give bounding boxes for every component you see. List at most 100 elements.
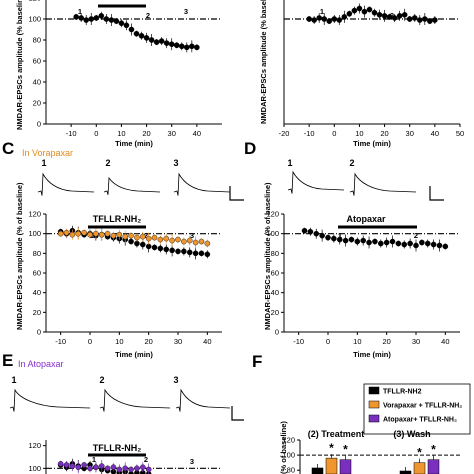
panel-f-significance-star: * <box>417 446 422 460</box>
panel-f-significance-star: * <box>431 443 436 457</box>
panel-d-point <box>336 236 343 243</box>
panel-f-bar <box>339 459 352 474</box>
panel-b-point <box>421 16 428 22</box>
panel-c-point <box>169 237 175 244</box>
panel-c-point <box>204 240 211 247</box>
panel-c-ytick-label: 40 <box>33 288 41 297</box>
panel-f-ytick-label: 100 <box>282 451 295 460</box>
panel-f-legend-box <box>363 383 471 435</box>
panel-f-significance-star: * <box>329 441 334 455</box>
panel-c-point <box>134 240 140 247</box>
panel-f-ytick-label: 120 <box>282 436 295 445</box>
panel-a-point <box>88 16 95 22</box>
panel-c-point <box>192 250 199 257</box>
panel-e-marker-1: 1 <box>92 455 96 464</box>
panel-c-point <box>110 232 117 239</box>
panel-b-point <box>361 8 368 15</box>
panel-e-point <box>145 466 152 473</box>
panel-a-point <box>123 22 130 29</box>
panel-c-point <box>98 231 105 238</box>
panel-a-point <box>118 20 125 27</box>
panel-b-point <box>391 15 398 21</box>
panel-d-xtick-label: -10 <box>293 337 304 346</box>
panel-f-ytick-label: 80 <box>287 466 295 474</box>
panel-d-point <box>419 239 425 246</box>
panel-a-point <box>178 43 185 50</box>
panel-c-point <box>186 237 193 244</box>
panel-a-ytick-label: 0 <box>37 120 41 129</box>
panel-a-point <box>138 33 145 39</box>
panel-e-marker-2: 2 <box>144 455 148 464</box>
panel-a-ytick-label: 20 <box>33 99 41 108</box>
panel-d-point <box>436 242 443 249</box>
panel-d-xtick-label: 30 <box>412 337 420 346</box>
panel-a-ylabel: NMDAR-EPSCs amplitude (% baseline) <box>15 0 24 130</box>
panel-a: NMDAR-EPSCs amplitude (% baseline) 02040… <box>15 0 222 148</box>
panel-b-point <box>432 17 438 23</box>
panel-f-bar <box>427 459 440 474</box>
panel-e-point <box>128 466 134 473</box>
panel-c-point <box>81 229 87 236</box>
panel-c-point <box>145 235 152 242</box>
panel-e-point <box>139 464 146 471</box>
panel-f-bar <box>413 462 426 474</box>
panel-c-trace-3 <box>173 172 231 196</box>
panel-b-point <box>346 10 353 17</box>
panel-c-xlabel: Time (min) <box>115 350 153 359</box>
panel-b-point <box>396 13 403 19</box>
panel-a-xtick-label: 20 <box>142 129 150 138</box>
panel-d-bar-label: Atopaxar <box>346 214 386 224</box>
panel-a-point <box>98 13 105 19</box>
panel-b-xtick-label: 30 <box>406 129 414 138</box>
panel-c-point <box>175 248 181 255</box>
panel-e-traces <box>9 388 231 412</box>
panel-d-ytick-label: 80 <box>271 249 279 258</box>
panel-d-xtick-label: 10 <box>353 337 361 346</box>
panel-d-point <box>430 241 437 248</box>
panel-a-point <box>143 35 150 41</box>
panel-d-trace-label-1: 1 <box>287 158 292 168</box>
panel-d-point <box>319 232 325 239</box>
panel-d-ytick-label: 20 <box>271 308 279 317</box>
panel-a-point <box>173 42 180 49</box>
panel-c-marker-2: 2 <box>144 231 148 240</box>
panel-d-point <box>313 230 320 237</box>
panel-d-point <box>395 240 402 247</box>
panel-a-point <box>78 15 84 21</box>
panel-f-group-1: (2) Treatment <box>308 429 365 439</box>
panel-a-xtick-label: 30 <box>168 129 176 138</box>
panel-b-xtick-label: 0 <box>332 129 336 138</box>
panel-c-xtick-label: 10 <box>115 337 123 346</box>
panel-c-point <box>198 250 205 257</box>
panel-c-ytick-label: 20 <box>33 308 41 317</box>
panel-d-xlabel: Time (min) <box>353 350 391 359</box>
panel-f-legend-label: Atopaxar+ TFLLR-NH₂ <box>383 417 457 424</box>
panel-a-point <box>128 26 135 33</box>
panel-d-trace-label-2: 2 <box>349 158 354 168</box>
panel-f-significance-star: * <box>343 443 348 457</box>
panel-c-point <box>169 247 175 254</box>
panel-c-trace-2 <box>103 176 161 195</box>
panel-f: F TFLLR-NH2 Vorapaxar + TFLLR-NH₂ Atopaxar… <box>252 352 471 474</box>
panel-a-xtick-label: 10 <box>117 129 125 138</box>
panel-b-point <box>351 7 358 14</box>
panel-c-point <box>63 229 70 236</box>
panel-e-letter: E <box>2 351 13 370</box>
panel-d-point <box>389 238 396 245</box>
panel-c-bar-label: TFLLR-NH₂ <box>93 214 142 224</box>
panel-a-point <box>73 14 79 20</box>
panel-f-group-2: (3) Wash <box>393 429 430 439</box>
panel-c-ytick-label: 100 <box>28 229 41 238</box>
panel-d-point <box>366 239 372 246</box>
panel-d-point <box>342 237 349 244</box>
panel-c-point <box>87 231 93 238</box>
panel-c-point <box>175 236 181 243</box>
panel-c-point <box>186 249 193 256</box>
panel-c-scale-bar <box>229 186 244 201</box>
panel-c-point <box>93 230 99 237</box>
panel-a-point <box>158 38 165 44</box>
panel-b-xtick-label: -20 <box>279 129 290 138</box>
panel-c-ylabel: NMDAR-EPSCs amplitude (% of baseline) <box>15 182 24 330</box>
panel-b-point <box>331 16 338 22</box>
panel-a-point <box>83 17 90 23</box>
